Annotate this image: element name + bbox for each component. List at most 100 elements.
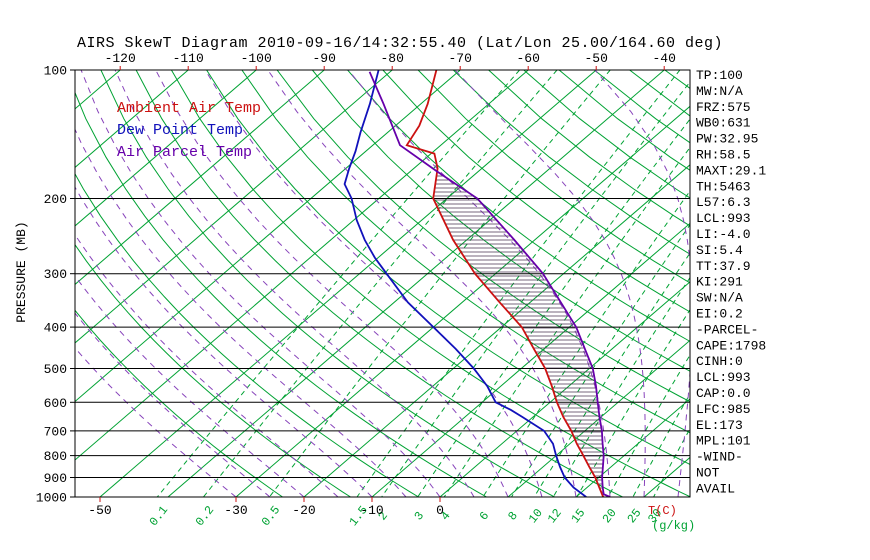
mixing-ratio-line	[443, 146, 690, 497]
dry-adiabat-line	[241, 70, 690, 434]
stat-line: KI:291	[696, 275, 743, 290]
top-temp-label: -90	[312, 51, 335, 66]
plot-border	[74, 69, 691, 498]
isotherm-line	[75, 70, 529, 461]
dry-adiabat-line	[75, 172, 419, 497]
top-temp-label: -40	[652, 51, 675, 66]
isotherm-line	[507, 339, 690, 497]
isotherm-line	[439, 281, 690, 497]
stat-line: TT:37.9	[696, 259, 751, 274]
stat-line: MAXT:29.1	[696, 163, 766, 178]
stat-line: MPL:101	[696, 434, 751, 449]
stat-line: CAP:0.0	[696, 386, 751, 401]
mixing-ratio-line	[381, 81, 690, 497]
mixing-ratio-label: 20	[600, 506, 620, 526]
top-temp-label: -120	[105, 51, 136, 66]
top-temp-label: -60	[516, 51, 539, 66]
bottom-temp-label: -30	[224, 503, 247, 518]
chart-legend: Ambient Air Temp Dew Point Temp Air Parcel…	[117, 100, 261, 161]
moist-adiabat-line	[80, 70, 441, 497]
pressure-tick-label: 100	[44, 64, 67, 79]
mixing-ratio-line	[356, 70, 681, 497]
bottom-temp-label: -50	[88, 503, 111, 518]
pressure-tick-label: 300	[44, 267, 67, 282]
mixing-ratio-label: 0.5	[259, 503, 283, 529]
top-temp-label: -80	[380, 51, 403, 66]
top-temp-label: -100	[241, 51, 272, 66]
ambient-air-temp-curve	[405, 70, 605, 497]
stat-line: LI:-4.0	[696, 227, 751, 242]
mixing-ratio-line	[607, 354, 690, 497]
mixing-ratio-line	[576, 308, 690, 497]
moist-adiabat-line	[267, 70, 577, 497]
isotherm-line	[371, 222, 690, 497]
isotherm-line	[75, 70, 257, 227]
temp-unit-label: T(C)	[648, 504, 677, 518]
mixing-ratio-line	[482, 190, 690, 497]
pressure-tick-label: 700	[44, 424, 67, 439]
stat-line: TH:5463	[696, 179, 751, 194]
stat-line: LFC:985	[696, 402, 751, 417]
stat-line: -PARCEL-	[696, 322, 758, 337]
stat-line: SW:N/A	[696, 291, 743, 306]
legend-air-parcel-temp: Air Parcel Temp	[117, 144, 252, 161]
mixing-ratio-label: 10	[526, 506, 546, 526]
dry-adiabat-line	[276, 70, 690, 403]
curves-layer	[343, 70, 611, 497]
moist-adiabat-line	[75, 275, 305, 497]
stat-line: CINH:0	[696, 354, 743, 369]
legend-ambient-air-temp: Ambient Air Temp	[117, 100, 261, 117]
dry-adiabat-line	[382, 70, 690, 313]
mixing-unit-label: (g/kg)	[652, 519, 695, 533]
pressure-tick-label: 400	[44, 321, 67, 336]
bottom-temp-label: -10	[360, 503, 383, 518]
isotherm-line	[75, 70, 461, 403]
mixing-ratio-line	[156, 70, 520, 497]
moist-adiabat-line	[347, 70, 611, 497]
moist-adiabat-line	[75, 312, 271, 497]
isotherm-line	[575, 398, 690, 497]
mixing-ratio-line	[511, 223, 690, 497]
mixing-ratio-label: 3	[412, 509, 427, 523]
stat-line: MW:N/A	[696, 84, 743, 99]
stat-line: -WIND-	[696, 450, 743, 465]
stat-line: LCL:993	[696, 211, 751, 226]
dew-point-temp-curve	[343, 70, 587, 497]
moist-adiabat-line	[75, 186, 373, 497]
dry-adiabat-line	[452, 70, 690, 255]
mixing-ratio-line	[533, 252, 690, 497]
moist-adiabat-line	[594, 70, 690, 497]
stat-line: LCL:993	[696, 370, 751, 385]
moist-adiabat-line	[454, 70, 646, 497]
isotherm-line	[167, 70, 665, 497]
pressure-axis-title: PRESSURE (MB)	[14, 221, 29, 322]
mixing-ratio-label: 12	[545, 506, 565, 526]
pressure-tick-label: 500	[44, 362, 67, 377]
stat-line: FRZ:575	[696, 100, 751, 115]
isotherm-line	[75, 70, 189, 169]
mixing-ratio-label: 8	[505, 509, 520, 523]
grid-layer	[75, 69, 690, 498]
dry-adiabat-line	[170, 70, 690, 497]
stat-line: NOT	[696, 466, 720, 481]
dry-adiabat-line	[417, 70, 690, 284]
top-temp-label: -70	[448, 51, 471, 66]
stat-line: AVAIL	[696, 481, 735, 496]
stat-line: EL:173	[696, 418, 743, 433]
dry-adiabat-line	[347, 70, 690, 342]
mixing-ratio-label: 0.2	[193, 503, 217, 529]
moist-adiabat-line	[204, 70, 543, 497]
bottom-temp-label: -20	[292, 503, 315, 518]
dry-adiabat-line	[75, 243, 351, 497]
dry-adiabat-line	[100, 70, 555, 497]
pressure-tick-label: 1000	[36, 491, 67, 506]
pressure-tick-label: 200	[44, 192, 67, 207]
bottom-temp-label: 0	[436, 503, 444, 518]
stat-line: TP:100	[696, 68, 743, 83]
moist-adiabat-line	[75, 233, 339, 497]
dry-adiabat-line	[75, 309, 283, 497]
mixing-ratio-line	[653, 427, 690, 497]
mixing-ratio-label: 25	[625, 506, 645, 526]
